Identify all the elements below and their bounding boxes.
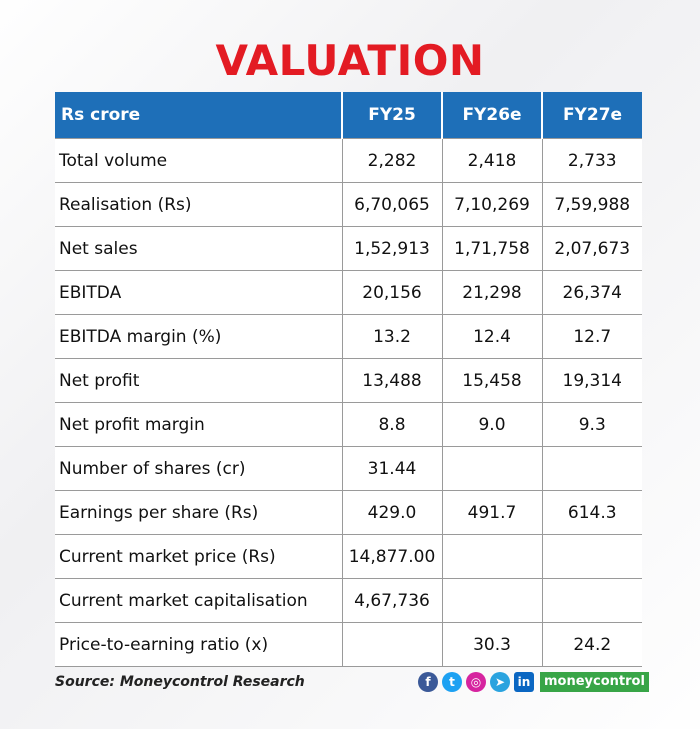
row-label: Total volume — [55, 138, 343, 183]
table-cell: 2,733 — [541, 138, 642, 183]
row-label: Price-to-earning ratio (x) — [55, 622, 343, 667]
page-title: VALUATION — [215, 36, 485, 85]
table-row: Net profit 13,488 15,458 19,314 — [55, 358, 642, 403]
row-label: Earnings per share (Rs) — [55, 490, 343, 535]
table-cell: 8.8 — [341, 402, 443, 447]
table-cell — [441, 446, 543, 491]
table-cell — [441, 578, 543, 623]
table-header-row: Rs crore FY25 FY26e FY27e — [55, 92, 642, 139]
table-cell: 614.3 — [541, 490, 642, 535]
table-cell: 12.7 — [541, 314, 642, 359]
table-cell: 1,52,913 — [341, 226, 443, 271]
table-cell: 26,374 — [541, 270, 642, 315]
source-note: Source: Moneycontrol Research — [55, 674, 305, 690]
table-cell: 7,10,269 — [441, 182, 543, 227]
table-cell: 20,156 — [341, 270, 443, 315]
table-cell — [341, 622, 443, 667]
table-cell: 30.3 — [441, 622, 543, 667]
linkedin-icon[interactable]: in — [514, 672, 534, 692]
table-cell: 491.7 — [441, 490, 543, 535]
header-cell-fy27e: FY27e — [541, 92, 642, 139]
table-cell — [441, 534, 543, 579]
row-label: EBITDA — [55, 270, 343, 315]
row-label: Net sales — [55, 226, 343, 271]
table-row: Net sales 1,52,913 1,71,758 2,07,673 — [55, 226, 642, 271]
row-label: Current market price (Rs) — [55, 534, 343, 579]
table-cell: 7,59,988 — [541, 182, 642, 227]
table-row: Net profit margin 8.8 9.0 9.3 — [55, 402, 642, 447]
table-row: Total volume 2,282 2,418 2,733 — [55, 138, 642, 183]
table-cell: 2,282 — [341, 138, 443, 183]
table-row: Number of shares (cr) 31.44 — [55, 446, 642, 491]
table-cell: 24.2 — [541, 622, 642, 667]
table-cell — [541, 446, 642, 491]
table-cell: 21,298 — [441, 270, 543, 315]
table-cell: 2,418 — [441, 138, 543, 183]
table-cell: 429.0 — [341, 490, 443, 535]
table-cell: 19,314 — [541, 358, 642, 403]
moneycontrol-logo[interactable]: moneycontrol — [540, 672, 649, 692]
row-label: Net profit — [55, 358, 343, 403]
table-cell: 6,70,065 — [341, 182, 443, 227]
table-cell: 4,67,736 — [341, 578, 443, 623]
table-row: Earnings per share (Rs) 429.0 491.7 614.3 — [55, 490, 642, 535]
table-cell: 31.44 — [341, 446, 443, 491]
row-label: EBITDA margin (%) — [55, 314, 343, 359]
table-row: Price-to-earning ratio (x) 30.3 24.2 — [55, 622, 642, 667]
row-label: Realisation (Rs) — [55, 182, 343, 227]
header-cell-fy25: FY25 — [341, 92, 442, 139]
header-cell-fy26e: FY26e — [441, 92, 542, 139]
table-row: EBITDA 20,156 21,298 26,374 — [55, 270, 642, 315]
twitter-icon[interactable]: t — [442, 672, 462, 692]
row-label: Number of shares (cr) — [55, 446, 343, 491]
table-cell — [541, 578, 642, 623]
table-cell: 14,877.00 — [341, 534, 443, 579]
row-label: Net profit margin — [55, 402, 343, 447]
table-cell: 9.0 — [441, 402, 543, 447]
table-row: Current market price (Rs) 14,877.00 — [55, 534, 642, 579]
table-cell: 12.4 — [441, 314, 543, 359]
valuation-table: Rs crore FY25 FY26e FY27e Total volume 2,… — [55, 92, 642, 667]
table-row: EBITDA margin (%) 13.2 12.4 12.7 — [55, 314, 642, 359]
instagram-icon[interactable]: ◎ — [466, 672, 486, 692]
table-cell: 1,71,758 — [441, 226, 543, 271]
telegram-icon[interactable]: ➤ — [490, 672, 510, 692]
table-cell — [541, 534, 642, 579]
header-cell-label: Rs crore — [55, 92, 342, 139]
row-label: Current market capitalisation — [55, 578, 343, 623]
table-cell: 13,488 — [341, 358, 443, 403]
table-row: Current market capitalisation 4,67,736 — [55, 578, 642, 623]
table-cell: 9.3 — [541, 402, 642, 447]
facebook-icon[interactable]: f — [418, 672, 438, 692]
table-cell: 15,458 — [441, 358, 543, 403]
table-cell: 2,07,673 — [541, 226, 642, 271]
social-bar: f t ◎ ➤ in moneycontrol — [418, 672, 649, 692]
table-cell: 13.2 — [341, 314, 443, 359]
table-row: Realisation (Rs) 6,70,065 7,10,269 7,59,988 — [55, 182, 642, 227]
